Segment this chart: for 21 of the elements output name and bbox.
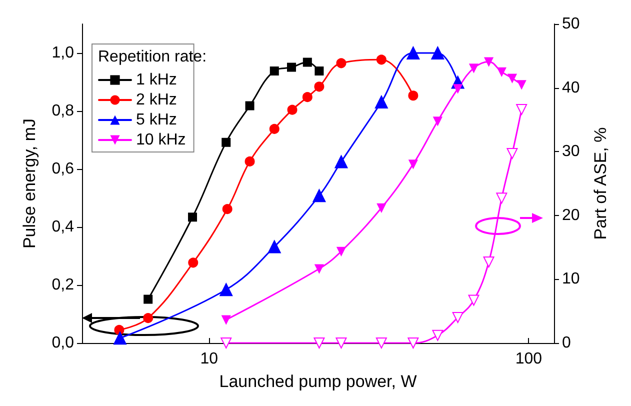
y2-axis-title: Part of ASE, % [591, 127, 610, 240]
y2-tick-label: 50 [562, 16, 580, 32]
y2-tick-label: 30 [562, 143, 580, 160]
x-tick-label: 100 [515, 350, 542, 368]
y2-tick-label: 0 [562, 334, 571, 352]
y-tick-label: 0,6 [52, 160, 74, 178]
y-axis-title: Pulse energy, mJ [20, 118, 39, 249]
legend-label: 1 kHz [136, 72, 177, 88]
y-tick-label: 0,8 [52, 102, 74, 120]
y-tick-label: 0,0 [52, 334, 74, 352]
y2-tick-label: 40 [562, 79, 580, 96]
legend-label: 5 kHz [136, 112, 177, 128]
legend-label: 10 kHz [136, 132, 186, 148]
x-axis-title: Launched pump power, W [219, 372, 417, 391]
legend-label: 2 kHz [136, 92, 177, 108]
legend-title: Repetition rate: [98, 48, 207, 66]
y-tick-label: 0,4 [52, 218, 74, 236]
y2-tick-label: 10 [562, 270, 580, 288]
y2-tick-label: 20 [562, 206, 580, 224]
y-tick-label: 1,0 [52, 44, 74, 62]
y-tick-label: 0,2 [52, 276, 74, 294]
